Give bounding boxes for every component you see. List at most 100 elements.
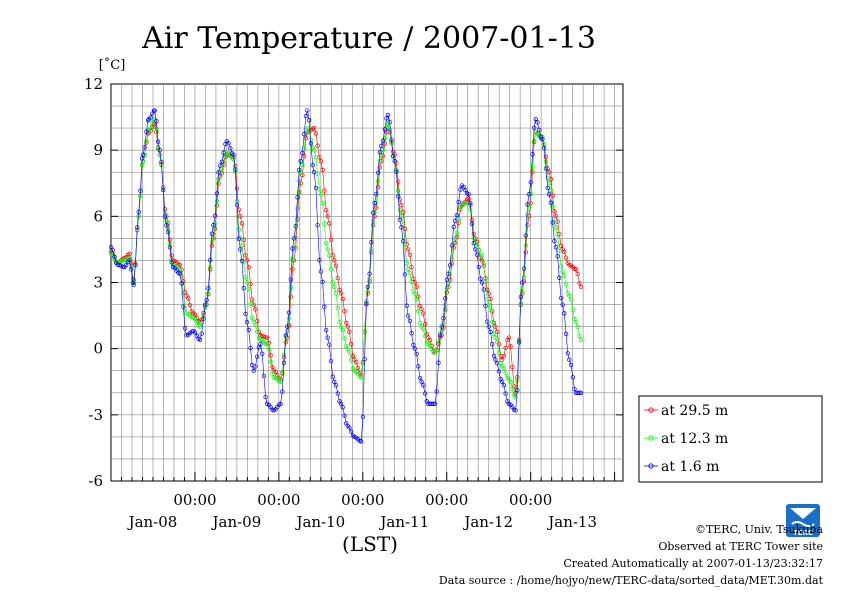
data-point: [302, 132, 307, 137]
data-point: [122, 258, 127, 263]
data-point: [305, 125, 310, 131]
data-point: [219, 166, 225, 172]
data-point: [286, 315, 292, 321]
data-point: [358, 439, 364, 444]
data-point: [318, 192, 323, 197]
data-point: [570, 375, 575, 380]
data-point: [503, 371, 508, 376]
data-point: [469, 221, 475, 226]
data-point: [364, 302, 369, 307]
data-point: [338, 324, 344, 329]
y-tick-label: 0: [93, 340, 103, 358]
data-point: [179, 281, 184, 286]
data-point: [320, 279, 325, 285]
data-point: [562, 273, 567, 278]
data-point: [332, 284, 337, 290]
data-point: [325, 335, 330, 340]
data-point: [488, 307, 493, 312]
data-point: [538, 134, 544, 140]
data-point: [355, 365, 361, 371]
data-point: [516, 340, 522, 345]
legend-marker: [648, 435, 654, 441]
data-point: [278, 379, 283, 384]
data-point: [140, 152, 146, 157]
data-point: [414, 284, 419, 289]
data-point: [286, 310, 292, 315]
data-point: [182, 326, 188, 331]
data-point: [221, 150, 226, 155]
data-point: [243, 275, 248, 280]
data-point: [241, 237, 246, 242]
data-point: [337, 319, 342, 325]
data-point: [268, 353, 273, 358]
data-point: [483, 303, 488, 309]
data-point: [322, 221, 327, 226]
data-point: [417, 320, 423, 326]
data-point: [488, 329, 493, 334]
data-point: [340, 327, 345, 333]
data-point: [246, 265, 251, 270]
data-point: [290, 246, 295, 251]
data-point: [206, 291, 211, 296]
data-point: [219, 159, 225, 164]
data-point: [367, 271, 372, 276]
y-tick-label: 3: [93, 274, 103, 292]
data-point: [427, 343, 433, 348]
data-point: [521, 275, 527, 280]
data-point: [216, 170, 221, 175]
data-point: [404, 261, 409, 266]
data-point: [318, 159, 323, 164]
data-point: [377, 165, 382, 170]
data-point: [263, 394, 268, 400]
data-point: [327, 342, 332, 347]
legend-box: [638, 395, 823, 483]
data-point: [315, 171, 320, 176]
data-point: [476, 264, 481, 270]
data-point: [233, 167, 238, 172]
y-tick-label: -6: [88, 472, 103, 490]
data-point: [515, 388, 520, 393]
x-axis-labels: 00:00 00:00 00:00 00:00 00:00 Jan-08 Jan-09 Jan…: [127, 491, 597, 531]
data-point: [333, 291, 339, 296]
data-point: [283, 340, 288, 345]
data-point: [162, 214, 168, 219]
data-point: [253, 364, 258, 369]
data-point: [288, 277, 293, 282]
data-point: [206, 286, 211, 291]
data-point: [543, 159, 549, 164]
data-point: [197, 337, 203, 342]
data-point: [164, 223, 169, 228]
data-point: [508, 380, 513, 385]
terc-logo-text: TERC: [793, 529, 813, 537]
data-point: [325, 247, 330, 252]
data-point: [155, 139, 161, 144]
data-point: [454, 230, 460, 235]
data-point: [563, 282, 569, 287]
data-point: [401, 239, 406, 244]
data-point: [501, 383, 507, 388]
data-point: [481, 261, 486, 266]
data-point: [255, 354, 260, 359]
data-point: [412, 291, 417, 296]
data-point: [414, 296, 419, 301]
data-point: [523, 233, 528, 238]
data-point: [253, 307, 258, 312]
data-point: [140, 159, 146, 164]
legend-marker: [648, 463, 654, 469]
data-point: [532, 125, 537, 130]
x-date-label: Jan-12: [462, 513, 513, 531]
data-point: [290, 256, 295, 261]
data-point: [298, 159, 303, 164]
terc-logo-badge: [786, 504, 820, 537]
data-point: [208, 264, 213, 270]
data-point: [421, 311, 426, 316]
data-point: [523, 243, 528, 248]
y-tick-label: 9: [93, 141, 103, 159]
data-point: [199, 320, 204, 326]
data-point: [248, 301, 253, 306]
x-time-label: 00:00: [425, 491, 468, 509]
data-point: [354, 359, 359, 365]
data-point: [270, 371, 275, 376]
data-point: [471, 231, 476, 237]
data-point: [148, 115, 153, 120]
